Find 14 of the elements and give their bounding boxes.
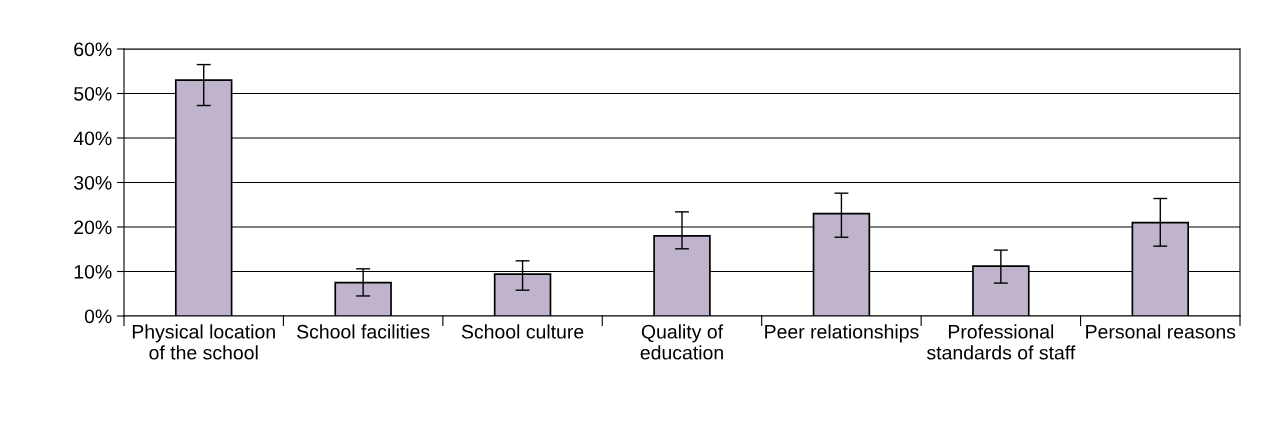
x-tick-label: School facilities [297,324,430,339]
x-tick-label: Physical location of the school [132,324,275,360]
x-tick-label: School culture [461,324,584,339]
y-tick-label: 40% [73,131,112,146]
x-tick-label: Professional standards of staff [927,324,1076,360]
x-tick-label: Personal reasons [1086,324,1236,339]
y-tick-label: 0% [84,309,112,324]
x-tick-label: Peer relationships [765,324,919,343]
y-tick-label: 50% [74,86,112,101]
y-tick-label: 30% [74,175,112,190]
x-tick-label: Quality of education [640,324,724,360]
y-tick-label: 10% [74,264,112,279]
y-tick-label: 60% [74,42,112,57]
y-tick-label: 20% [74,220,112,235]
